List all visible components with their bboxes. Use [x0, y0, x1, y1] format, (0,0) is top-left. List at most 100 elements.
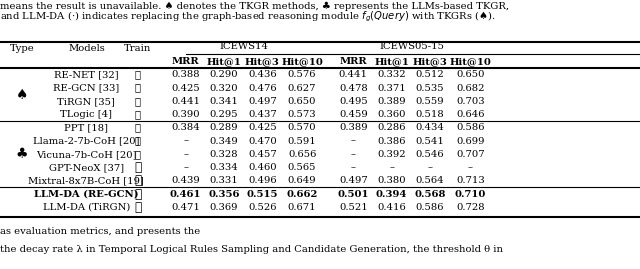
Text: 0.559: 0.559 [416, 97, 444, 106]
Text: 0.497: 0.497 [339, 176, 367, 185]
Text: 0.328: 0.328 [210, 150, 238, 159]
Text: –: – [351, 150, 356, 159]
Text: 0.392: 0.392 [378, 150, 406, 159]
Text: PPT [18]: PPT [18] [65, 123, 108, 132]
Text: Hit@10: Hit@10 [449, 57, 492, 66]
Text: 0.497: 0.497 [248, 97, 276, 106]
Text: 0.470: 0.470 [248, 137, 276, 146]
Text: LLM-DA (RE-GCN): LLM-DA (RE-GCN) [34, 190, 139, 199]
Text: GPT-NeoX [37]: GPT-NeoX [37] [49, 163, 124, 172]
Text: 0.436: 0.436 [248, 70, 276, 79]
Text: 0.425: 0.425 [248, 123, 276, 132]
Text: ✗: ✗ [134, 161, 141, 174]
Text: Models: Models [68, 44, 105, 53]
Text: 0.682: 0.682 [456, 84, 484, 93]
Text: 0.713: 0.713 [456, 176, 484, 185]
Text: Type: Type [10, 44, 34, 53]
Text: Hit@3: Hit@3 [245, 57, 280, 66]
Text: –: – [468, 163, 473, 172]
Text: ✗: ✗ [134, 187, 141, 200]
Text: 0.460: 0.460 [248, 163, 276, 172]
Text: ICEWS14: ICEWS14 [220, 42, 268, 51]
Text: ✓: ✓ [134, 110, 141, 119]
Text: 0.457: 0.457 [248, 150, 276, 159]
Text: 0.437: 0.437 [248, 110, 276, 119]
Text: RE-NET [32]: RE-NET [32] [54, 70, 118, 79]
Text: 0.512: 0.512 [416, 70, 444, 79]
Text: RE-GCN [33]: RE-GCN [33] [53, 84, 120, 93]
Text: 0.703: 0.703 [456, 97, 484, 106]
Text: ✓: ✓ [134, 150, 141, 159]
Text: Hit@10: Hit@10 [281, 57, 323, 66]
Text: ✓: ✓ [134, 123, 141, 132]
Text: 0.521: 0.521 [339, 203, 367, 212]
Text: Train: Train [124, 44, 151, 53]
Text: 0.573: 0.573 [288, 110, 316, 119]
Text: –: – [389, 163, 394, 172]
Text: –: – [183, 137, 188, 146]
Text: 0.369: 0.369 [210, 203, 238, 212]
Text: –: – [351, 163, 356, 172]
Text: LLM-DA (TiRGN): LLM-DA (TiRGN) [43, 203, 130, 212]
Text: ICEWS05-15: ICEWS05-15 [380, 42, 444, 51]
Text: 0.707: 0.707 [456, 150, 484, 159]
Text: 0.541: 0.541 [415, 137, 445, 146]
Text: Llama-2-7b-CoH [20]: Llama-2-7b-CoH [20] [33, 137, 140, 146]
Text: 0.388: 0.388 [172, 70, 200, 79]
Text: 0.389: 0.389 [339, 123, 367, 132]
Text: 0.425: 0.425 [172, 84, 200, 93]
Text: 0.394: 0.394 [376, 190, 408, 199]
Text: 0.386: 0.386 [378, 137, 406, 146]
Text: –: – [428, 163, 433, 172]
Text: 0.565: 0.565 [288, 163, 316, 172]
Text: 0.627: 0.627 [288, 84, 316, 93]
Text: 0.495: 0.495 [339, 97, 367, 106]
Text: 0.662: 0.662 [286, 190, 318, 199]
Text: 0.295: 0.295 [210, 110, 238, 119]
Text: 0.576: 0.576 [288, 70, 316, 79]
Text: 0.699: 0.699 [456, 137, 484, 146]
Text: 0.586: 0.586 [456, 123, 484, 132]
Text: 0.649: 0.649 [288, 176, 316, 185]
Text: means the result is unavailable. ♠ denotes the TKGR methods, ♣ represents the LL: means the result is unavailable. ♠ denot… [0, 1, 509, 11]
Text: 0.671: 0.671 [288, 203, 316, 212]
Text: 0.390: 0.390 [172, 110, 200, 119]
Text: as evaluation metrics, and presents the: as evaluation metrics, and presents the [0, 227, 204, 236]
Text: 0.434: 0.434 [415, 123, 445, 132]
Text: 0.371: 0.371 [378, 84, 406, 93]
Text: ✓: ✓ [134, 84, 141, 93]
Text: 0.526: 0.526 [248, 203, 276, 212]
Text: 0.518: 0.518 [416, 110, 444, 119]
Text: MRR: MRR [172, 57, 200, 66]
Text: 0.546: 0.546 [416, 150, 444, 159]
Text: 0.320: 0.320 [210, 84, 238, 93]
Text: 0.728: 0.728 [456, 203, 484, 212]
Text: 0.710: 0.710 [454, 190, 486, 199]
Text: ✗: ✗ [134, 174, 141, 187]
Text: 0.416: 0.416 [378, 203, 406, 212]
Text: Hit@1: Hit@1 [207, 57, 241, 66]
Text: 0.646: 0.646 [456, 110, 484, 119]
Text: 0.289: 0.289 [210, 123, 238, 132]
Text: 0.341: 0.341 [209, 97, 239, 106]
Text: 0.441: 0.441 [171, 97, 200, 106]
Text: TiRGN [35]: TiRGN [35] [58, 97, 115, 106]
Text: 0.591: 0.591 [288, 137, 316, 146]
Text: ♣: ♣ [15, 147, 28, 161]
Text: ♠: ♠ [15, 88, 28, 102]
Text: 0.332: 0.332 [378, 70, 406, 79]
Text: 0.650: 0.650 [456, 70, 484, 79]
Text: MRR: MRR [339, 57, 367, 66]
Text: 0.478: 0.478 [339, 84, 367, 93]
Text: 0.586: 0.586 [416, 203, 444, 212]
Text: 0.568: 0.568 [414, 190, 446, 199]
Text: 0.650: 0.650 [288, 97, 316, 106]
Text: 0.389: 0.389 [378, 97, 406, 106]
Text: 0.349: 0.349 [210, 137, 238, 146]
Text: 0.360: 0.360 [378, 110, 406, 119]
Text: TLogic [4]: TLogic [4] [60, 110, 113, 119]
Text: 0.380: 0.380 [378, 176, 406, 185]
Text: 0.535: 0.535 [416, 84, 444, 93]
Text: 0.496: 0.496 [248, 176, 276, 185]
Text: ✗: ✗ [134, 201, 141, 214]
